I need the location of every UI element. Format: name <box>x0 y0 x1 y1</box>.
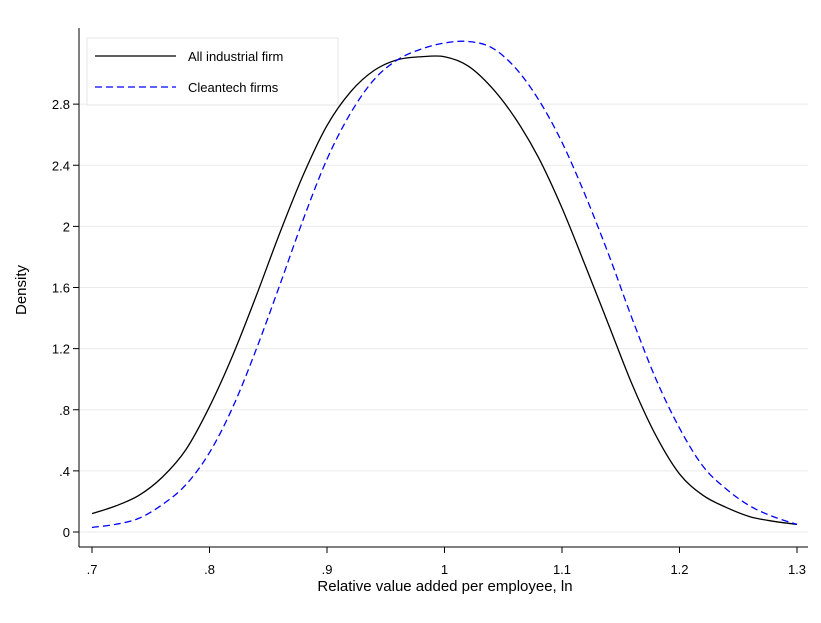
y-tick-labels: 0 .4 .8 1.2 1.6 2 2.4 2.8 <box>52 97 70 540</box>
series-line-cleantech <box>91 40 798 529</box>
x-tick-label: 1.3 <box>788 562 806 577</box>
y-tick-label: 1.2 <box>52 342 70 357</box>
x-tick-label: .9 <box>322 562 333 577</box>
y-tick-label: 2.4 <box>52 158 70 173</box>
x-tick-label: 1.2 <box>670 562 688 577</box>
x-tick-label: .7 <box>87 562 98 577</box>
tick-marks <box>73 103 798 553</box>
x-tick-label: 1.1 <box>553 562 571 577</box>
legend-label: Cleantech firms <box>188 80 279 95</box>
y-tick-label: 2 <box>63 219 70 234</box>
x-axis-label: Relative value added per employee, ln <box>317 578 572 595</box>
y-tick-label: .4 <box>59 464 70 479</box>
legend-label: All industrial firm <box>188 49 283 64</box>
y-tick-label: .8 <box>59 403 70 418</box>
y-tick-label: 0 <box>63 525 70 540</box>
y-tick-label: 2.8 <box>52 97 70 112</box>
legend-box <box>86 37 339 106</box>
series-line-all-industrial <box>91 55 798 526</box>
y-axis-label: Density <box>13 264 30 315</box>
series-lines <box>91 40 798 529</box>
y-tick-label: 1.6 <box>52 281 70 296</box>
x-tick-labels: .7 .8 .9 1 1.1 1.2 1.3 <box>87 562 806 577</box>
x-tick-label: .8 <box>204 562 215 577</box>
x-tick-label: 1 <box>441 562 448 577</box>
legend: All industrial firm Cleantech firms <box>86 37 339 106</box>
